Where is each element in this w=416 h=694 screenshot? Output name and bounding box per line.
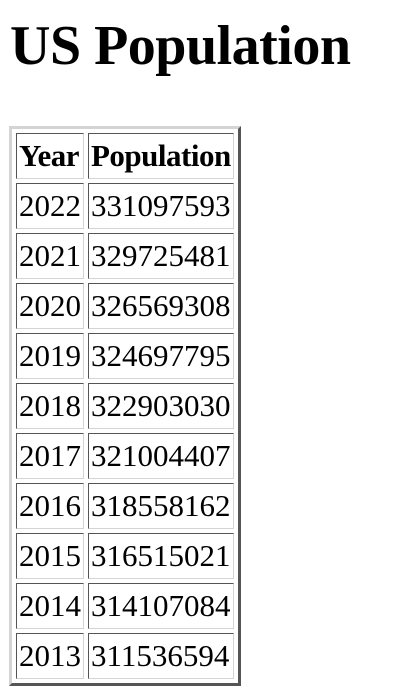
- population-cell: 324697795: [88, 333, 234, 379]
- year-cell: 2020: [16, 283, 84, 329]
- table-row: 2022 331097593: [16, 183, 234, 229]
- table-row: 2019 324697795: [16, 333, 234, 379]
- population-cell: 331097593: [88, 183, 234, 229]
- table-row: 2015 316515021: [16, 533, 234, 579]
- table-header-row: Year Population: [16, 133, 234, 179]
- population-cell: 326569308: [88, 283, 234, 329]
- table-row: 2016 318558162: [16, 483, 234, 529]
- population-cell: 314107084: [88, 583, 234, 629]
- year-cell: 2019: [16, 333, 84, 379]
- table-row: 2013 311536594: [16, 633, 234, 679]
- population-cell: 318558162: [88, 483, 234, 529]
- year-cell: 2015: [16, 533, 84, 579]
- table-row: 2021 329725481: [16, 233, 234, 279]
- header-population: Population: [88, 133, 234, 179]
- population-cell: 316515021: [88, 533, 234, 579]
- population-cell: 322903030: [88, 383, 234, 429]
- population-cell: 329725481: [88, 233, 234, 279]
- year-cell: 2021: [16, 233, 84, 279]
- year-cell: 2016: [16, 483, 84, 529]
- population-cell: 321004407: [88, 433, 234, 479]
- year-cell: 2022: [16, 183, 84, 229]
- page-title: US Population: [10, 15, 351, 77]
- population-cell: 311536594: [88, 633, 234, 679]
- table-row: 2018 322903030: [16, 383, 234, 429]
- header-year: Year: [16, 133, 84, 179]
- table-row: 2020 326569308: [16, 283, 234, 329]
- year-cell: 2013: [16, 633, 84, 679]
- year-cell: 2014: [16, 583, 84, 629]
- year-cell: 2017: [16, 433, 84, 479]
- table-row: 2014 314107084: [16, 583, 234, 629]
- population-table: Year Population 2022 331097593 2021 3297…: [9, 126, 241, 686]
- year-cell: 2018: [16, 383, 84, 429]
- table-row: 2017 321004407: [16, 433, 234, 479]
